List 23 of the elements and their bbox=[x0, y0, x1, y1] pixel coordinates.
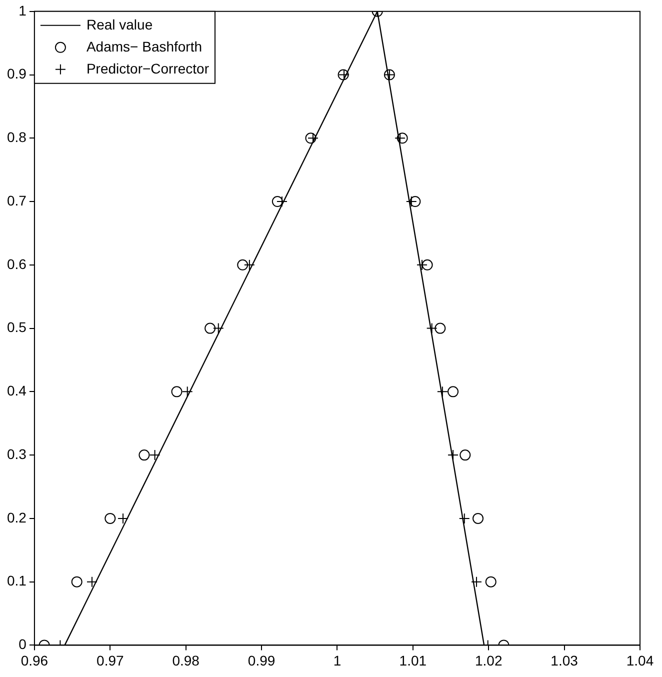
x-tick-label: 1.01 bbox=[399, 652, 427, 668]
x-tick-label: 1.02 bbox=[474, 652, 502, 668]
x-tick-label: 0.99 bbox=[248, 652, 276, 668]
x-tick-label: 0.96 bbox=[20, 652, 48, 668]
x-tick-label: 0.97 bbox=[96, 652, 124, 668]
x-tick-label: 1.03 bbox=[550, 652, 578, 668]
y-tick-label: 0.5 bbox=[6, 319, 27, 336]
y-tick-label: 0.8 bbox=[6, 129, 27, 146]
legend-label: Adams− Bashforth bbox=[86, 38, 202, 54]
y-tick-label: 0.9 bbox=[6, 66, 27, 82]
x-tick-label: 0.98 bbox=[172, 652, 200, 668]
y-tick-label: 1 bbox=[18, 2, 27, 18]
y-tick-label: 0.6 bbox=[6, 256, 27, 272]
x-tick-label: 1 bbox=[333, 652, 342, 668]
y-tick-label: 0 bbox=[18, 636, 27, 652]
legend-label: Predictor−Corrector bbox=[86, 60, 210, 76]
y-tick-label: 0.3 bbox=[6, 446, 27, 462]
legend-label: Real value bbox=[86, 16, 153, 32]
y-tick-label: 0.4 bbox=[6, 382, 27, 399]
y-tick-label: 0.2 bbox=[6, 509, 27, 526]
x-tick-label: 1.04 bbox=[626, 652, 654, 668]
y-tick-label: 0.1 bbox=[6, 572, 27, 589]
y-tick-label: 0.7 bbox=[6, 192, 27, 208]
